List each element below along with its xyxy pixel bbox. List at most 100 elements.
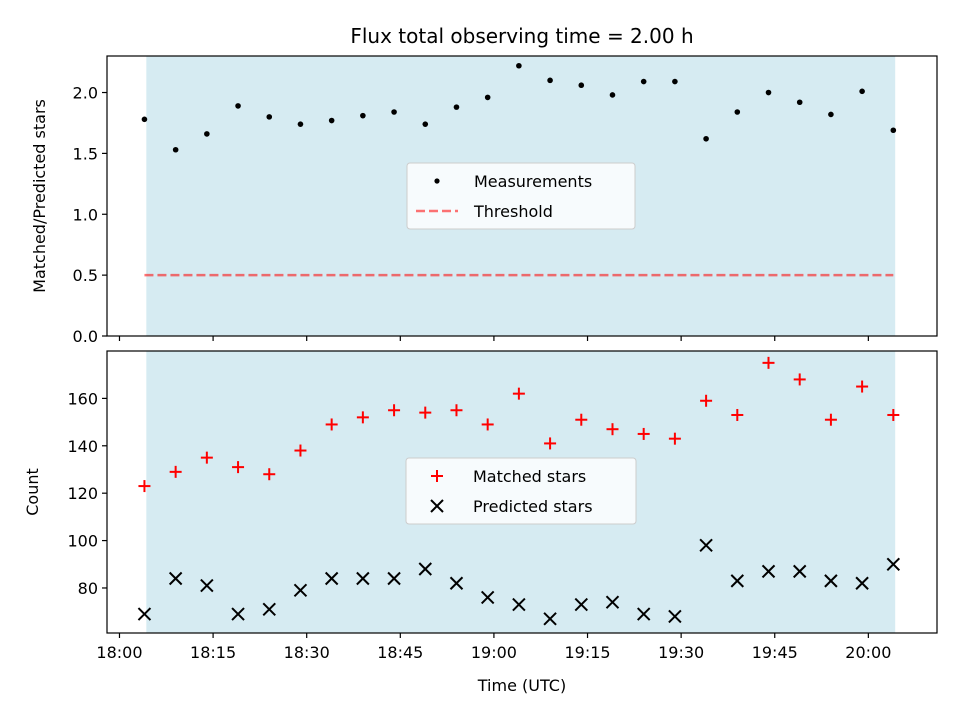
matched-legend-marker	[431, 470, 443, 482]
measurement-point	[172, 146, 179, 153]
measurements-legend-label: Measurements	[474, 172, 592, 191]
x-axis-label: Time (UTC)	[477, 676, 566, 695]
y-tick-label: 100	[67, 532, 98, 551]
predicted-stars-point	[668, 609, 682, 624]
matched-stars-point	[294, 444, 307, 457]
predicted-stars-point	[262, 602, 276, 617]
measurement-point	[890, 127, 897, 134]
predicted-stars-point	[761, 564, 776, 579]
y-tick-label: 0.5	[73, 266, 98, 285]
measurement-point	[703, 135, 709, 142]
predicted-stars-point	[418, 562, 432, 576]
predicted-legend-label: Predicted stars	[473, 497, 593, 516]
predicted-stars-point	[231, 607, 245, 621]
predicted-stars-point	[387, 571, 401, 586]
count-y-axis-label: Count	[23, 468, 42, 516]
measurement-point	[297, 121, 304, 127]
predicted-stars-point	[886, 557, 901, 571]
matched-stars-point	[450, 404, 463, 417]
x-tick-label: 19:00	[471, 643, 517, 662]
predicted-stars-point	[324, 571, 339, 586]
predicted-stars-point	[200, 578, 214, 593]
ratio-panel-frame	[106, 55, 938, 337]
ratio-y-axis-label: Matched/Predicted stars	[30, 99, 49, 293]
matched-stars-point	[263, 468, 276, 481]
matched-stars-point	[700, 394, 713, 407]
x-tick-label: 19:15	[564, 643, 610, 662]
ratio-marks	[141, 62, 897, 277]
x-tick-label: 18:00	[96, 643, 142, 662]
matched-stars-point	[856, 380, 869, 393]
y-tick-label: 0.0	[73, 327, 98, 346]
predicted-stars-point	[168, 571, 183, 586]
x-tick-label: 18:15	[190, 643, 236, 662]
measurement-point	[328, 117, 335, 124]
measurement-point	[360, 112, 366, 119]
measurement-point	[547, 77, 553, 84]
matched-stars-point	[200, 451, 213, 464]
matched-stars-point	[544, 437, 557, 450]
measurement-point	[578, 82, 585, 89]
predicted-stars-point	[543, 612, 557, 626]
matched-stars-point	[481, 418, 494, 431]
count-legend-box	[405, 457, 637, 525]
matched-stars-point	[419, 406, 432, 419]
x-tick-label: 19:45	[752, 643, 798, 662]
matched-stars-point	[325, 418, 338, 431]
count-legend: Matched stars Predicted stars	[405, 457, 637, 525]
measurement-point	[391, 109, 397, 115]
matched-stars-point	[169, 465, 182, 478]
matched-stars-point	[793, 373, 806, 386]
ratio-panel: 0.00.51.01.52.0 Matched/Predicted stars …	[30, 55, 938, 346]
measurement-point	[453, 104, 460, 110]
predicted-stars-point	[449, 576, 464, 590]
measurement-point	[204, 131, 210, 137]
measurement-point	[640, 78, 647, 85]
ratio-legend-box	[406, 162, 636, 230]
predicted-stars-point	[730, 574, 745, 588]
measurement-point	[422, 121, 429, 127]
count-panel: 80 100 120 140 160 18:00 18:15 18:30 18:45 19:00…	[23, 350, 938, 695]
predicted-stars-point	[293, 583, 308, 598]
measurement-point	[796, 99, 803, 106]
count-marks	[137, 356, 901, 626]
matched-stars-point	[138, 480, 151, 493]
matched-stars-point	[575, 413, 588, 426]
y-tick-label: 1.5	[73, 144, 98, 163]
measurement-point	[609, 92, 616, 98]
x-tick-label: 18:45	[377, 643, 423, 662]
y-tick-label: 140	[67, 437, 98, 456]
measurement-point	[516, 62, 522, 69]
ratio-legend: Measurements Threshold	[406, 162, 636, 230]
count-panel-frame	[106, 350, 938, 634]
matched-stars-point	[824, 413, 837, 426]
predicted-stars-point	[855, 576, 869, 590]
x-tick-label: 18:30	[284, 643, 330, 662]
predicted-stars-point	[512, 597, 526, 612]
threshold-legend-label: Threshold	[473, 202, 553, 221]
matched-stars-point	[512, 387, 525, 400]
measurement-point	[484, 94, 491, 101]
measurement-point	[235, 103, 241, 109]
chart-title: Flux total observing time = 2.00 h	[350, 24, 693, 48]
y-tick-label: 2.0	[73, 84, 98, 103]
predicted-stars-point	[636, 607, 651, 621]
measurements-legend-marker	[434, 178, 440, 184]
predicted-stars-point	[137, 607, 152, 621]
predicted-stars-point	[605, 595, 620, 609]
measurement-point	[828, 111, 834, 118]
measurement-point	[765, 89, 772, 96]
matched-legend-label: Matched stars	[473, 467, 586, 486]
y-tick-label: 160	[67, 389, 98, 408]
matched-stars-point	[762, 356, 775, 369]
y-tick-label: 1.0	[73, 205, 98, 224]
measurement-point	[859, 88, 865, 95]
matched-stars-point	[232, 461, 245, 474]
predicted-stars-point	[480, 590, 495, 605]
measurement-point	[734, 109, 741, 115]
predicted-stars-point	[824, 574, 838, 588]
matched-stars-point	[606, 423, 619, 436]
predicted-stars-point	[574, 597, 588, 612]
matched-stars-point	[887, 408, 900, 421]
